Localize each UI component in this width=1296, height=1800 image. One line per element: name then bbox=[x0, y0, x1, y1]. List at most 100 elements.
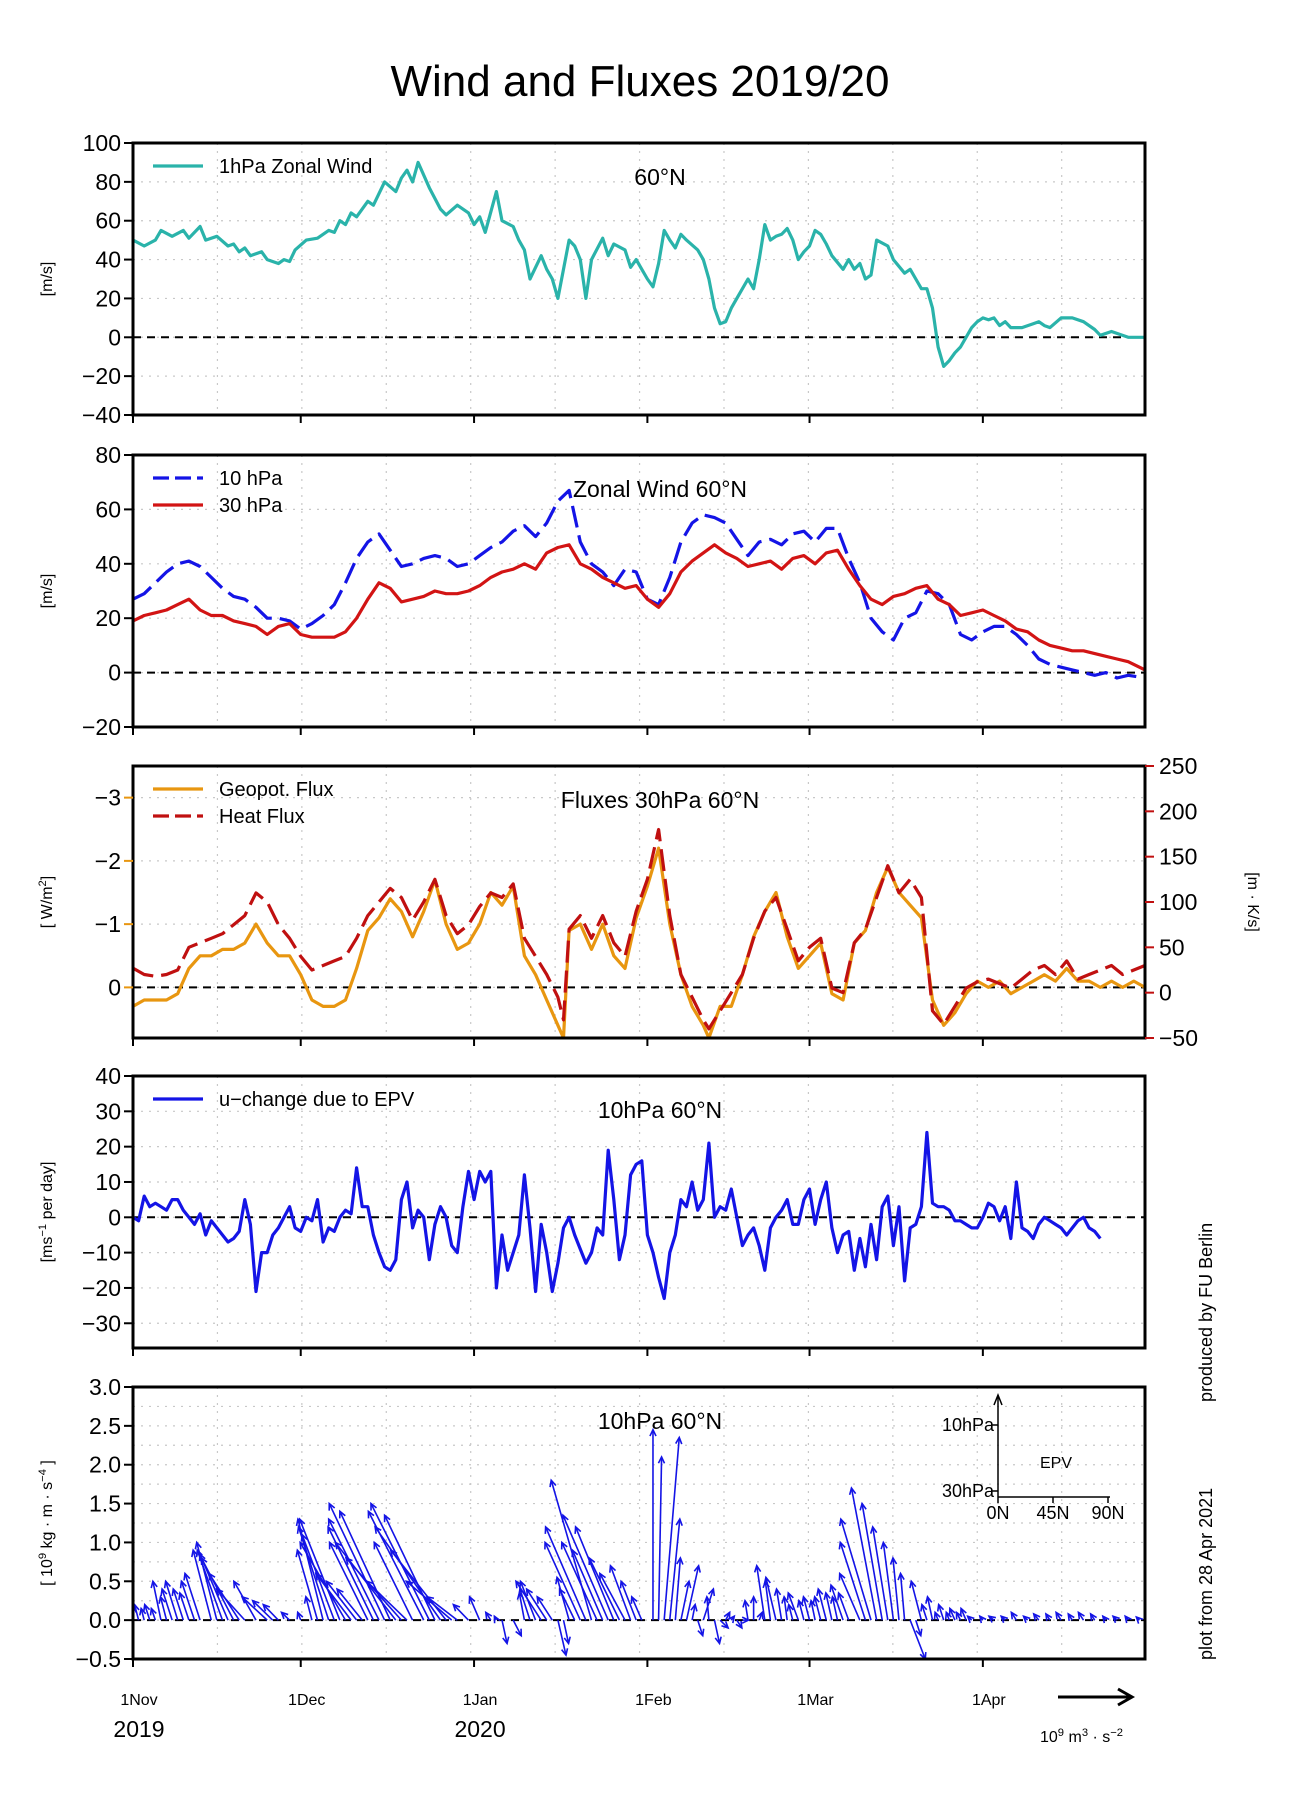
y-tick-label: 1.5 bbox=[89, 1491, 121, 1517]
epv-vector-head bbox=[1077, 1610, 1085, 1620]
y-tick-label: −3 bbox=[95, 785, 121, 811]
epv-vector-head bbox=[574, 1525, 582, 1534]
y-axis-label: [ms−1 per day] bbox=[37, 1162, 56, 1263]
epv-vector bbox=[839, 1542, 867, 1621]
series-line-1 bbox=[133, 160, 1145, 368]
epv-vector-head bbox=[240, 1595, 249, 1604]
epv-vector-head bbox=[880, 1540, 888, 1550]
epv-vector-head bbox=[676, 1556, 684, 1565]
epv-vector bbox=[588, 1557, 621, 1621]
epv-vector bbox=[305, 1596, 313, 1621]
series-line-1 bbox=[133, 1130, 1102, 1301]
epv-vector bbox=[831, 1596, 839, 1621]
epv-vector-head bbox=[1010, 1610, 1018, 1620]
epv-vector-head bbox=[714, 1636, 722, 1646]
epv-vector bbox=[764, 1581, 772, 1621]
y-tick-label: 0 bbox=[108, 1204, 121, 1230]
y-tick-label: 40 bbox=[95, 551, 121, 577]
epv-vector-head bbox=[298, 1517, 306, 1527]
y-tick-label: 20 bbox=[95, 605, 121, 631]
epv-vector-head bbox=[303, 1595, 312, 1604]
epv-vector-head bbox=[675, 1435, 683, 1445]
y-tick-label: 80 bbox=[95, 442, 121, 468]
epv-vector-head bbox=[299, 1540, 307, 1550]
y-tick-label-right: 100 bbox=[1159, 889, 1197, 915]
panel-4: −30 −20 −10 0 10 20 30 40 [ms−1 per day] 10hPa 60… bbox=[37, 1063, 1147, 1356]
epv-vector-head bbox=[838, 1517, 847, 1527]
series-group bbox=[133, 160, 1145, 368]
epv-vector bbox=[233, 1580, 257, 1621]
epv-vector-head bbox=[405, 1580, 414, 1589]
epv-vector-head bbox=[812, 1595, 820, 1604]
epv-vector-head bbox=[838, 1571, 846, 1581]
epv-vector-head bbox=[837, 1591, 845, 1600]
epv-vector-head bbox=[816, 1587, 824, 1597]
y-tick-label: 0 bbox=[108, 324, 121, 350]
epv-vector bbox=[840, 1518, 872, 1621]
epv-vector-head bbox=[684, 1579, 692, 1589]
epv-vector-head bbox=[735, 1620, 743, 1630]
epv-vector bbox=[719, 1619, 729, 1629]
epv-vector-head bbox=[933, 1610, 941, 1620]
epv-vector-head bbox=[158, 1595, 166, 1604]
y-tick-label-right: 150 bbox=[1159, 844, 1197, 870]
epv-vector-head bbox=[344, 1556, 353, 1565]
epv-vector-head bbox=[208, 1571, 216, 1581]
epv-vector bbox=[184, 1573, 201, 1621]
epv-vector-head bbox=[829, 1583, 837, 1593]
epv-vector-head bbox=[693, 1563, 701, 1573]
epv-vector-head bbox=[149, 1606, 157, 1616]
y-tick-label: 80 bbox=[95, 169, 121, 195]
epv-vector-head bbox=[179, 1579, 187, 1589]
epv-vector bbox=[882, 1542, 895, 1621]
epv-vector bbox=[468, 1596, 481, 1621]
epv-vector-head bbox=[649, 1427, 657, 1437]
epv-vector bbox=[325, 1580, 358, 1621]
epv-vector-head bbox=[848, 1486, 857, 1495]
epv-vector-head bbox=[869, 1525, 878, 1534]
epv-vector-head bbox=[801, 1595, 809, 1604]
y-tick-label: −10 bbox=[82, 1240, 121, 1266]
epv-vector bbox=[706, 1596, 710, 1621]
epv-vector-head bbox=[328, 1501, 336, 1511]
epv-vector bbox=[663, 1437, 681, 1621]
epv-vector-head bbox=[335, 1587, 344, 1597]
epv-vector-head bbox=[195, 1548, 203, 1558]
y-tick-label: 0.5 bbox=[89, 1568, 121, 1594]
epv-vector bbox=[544, 1542, 582, 1621]
y-tick-label: −20 bbox=[82, 363, 121, 389]
y-tick-label: 100 bbox=[83, 130, 121, 156]
epv-vector-head bbox=[383, 1513, 391, 1523]
y-axis-label: [ 109 kg · m · s−4 ] bbox=[37, 1460, 56, 1586]
epv-vector-head bbox=[920, 1602, 928, 1612]
epv-vector bbox=[133, 1604, 140, 1621]
scale-arrow-legend: 109 m3 · s−2 bbox=[1040, 1687, 1136, 1746]
epv-vector-head bbox=[560, 1540, 568, 1550]
epv-vector bbox=[899, 1573, 906, 1621]
epv-vector bbox=[674, 1557, 682, 1621]
epv-vector bbox=[787, 1604, 794, 1621]
epv-vector bbox=[192, 1549, 213, 1621]
epv-vector bbox=[630, 1596, 643, 1621]
series-group bbox=[133, 827, 1145, 1038]
epv-vector-head bbox=[544, 1540, 551, 1550]
y-tick-label: 20 bbox=[95, 285, 121, 311]
epv-vector bbox=[574, 1526, 615, 1621]
epv-vector-head bbox=[515, 1628, 523, 1638]
epv-vector-head bbox=[909, 1579, 917, 1589]
epv-vector-head bbox=[142, 1602, 151, 1612]
inset-lat-label: 90N bbox=[1091, 1503, 1124, 1523]
y-tick-label-right: 50 bbox=[1159, 934, 1185, 960]
epv-vector-head bbox=[786, 1591, 794, 1600]
epv-vector-head bbox=[325, 1579, 334, 1589]
epv-vector bbox=[926, 1596, 934, 1621]
epv-vector bbox=[921, 1604, 928, 1621]
epv-vector bbox=[558, 1588, 576, 1621]
epv-vector bbox=[599, 1573, 626, 1621]
epv-vector-head bbox=[723, 1610, 731, 1620]
epv-vector-head bbox=[280, 1611, 289, 1620]
epv-vector bbox=[159, 1596, 168, 1621]
y-tick-label-right: −50 bbox=[1159, 1025, 1198, 1051]
panel-1: −40 −20 0 20 40 60 80 100 [m/s] 60°N 1hPa Zonal Wi… bbox=[39, 130, 1147, 428]
epv-vector bbox=[825, 1592, 833, 1621]
